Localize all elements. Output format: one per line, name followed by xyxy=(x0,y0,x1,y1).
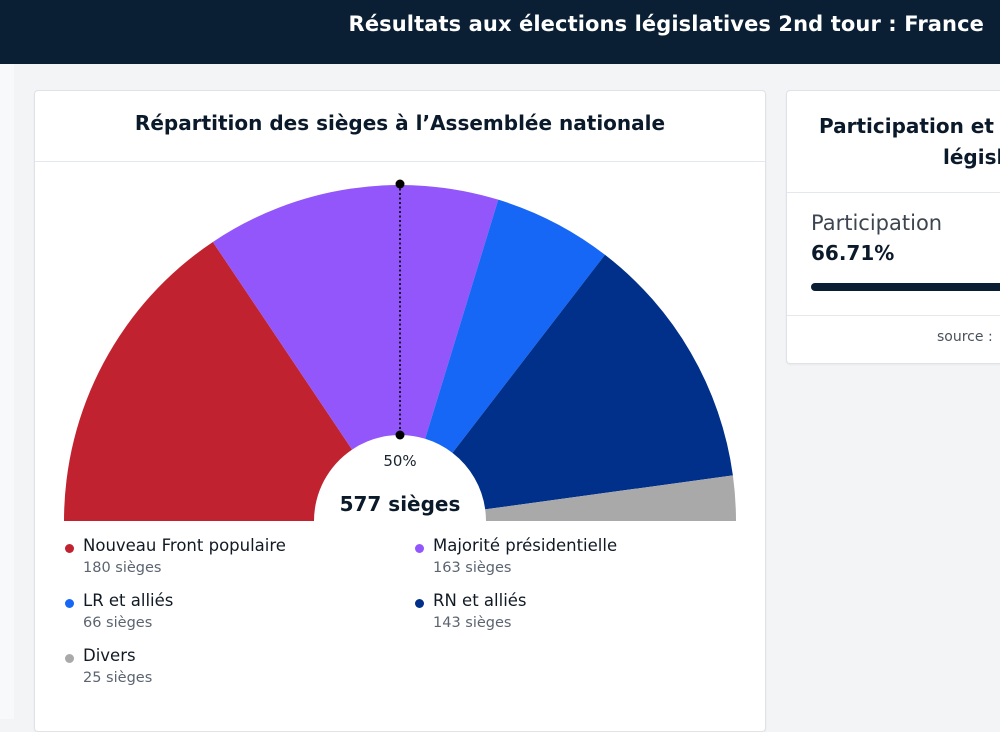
legend-name: RN et alliés xyxy=(433,591,527,610)
participation-card-divider xyxy=(787,192,1000,193)
participation-card-title: Participation et législ xyxy=(787,111,1000,173)
legend-dot xyxy=(415,544,424,553)
seat-slice-2[interactable] xyxy=(425,199,605,453)
legend-dot xyxy=(415,599,424,608)
legend-name: Majorité présidentielle xyxy=(433,536,618,555)
participation-title-line1: Participation et xyxy=(819,114,994,138)
participation-title-line2: législ xyxy=(943,145,1000,169)
total-seats-label: 577 sièges xyxy=(340,492,461,516)
majority-label: 50% xyxy=(383,452,416,470)
left-gutter xyxy=(0,64,14,719)
participation-progress-bar xyxy=(811,283,1000,291)
majority-line-top-dot xyxy=(395,179,405,189)
source-label: source : xyxy=(937,329,993,345)
participation-card: Participation et législ Participation 66… xyxy=(786,90,1000,364)
seat-slice-4[interactable] xyxy=(485,475,736,521)
legend-dot xyxy=(65,544,74,553)
legend-seats: 66 sièges xyxy=(83,615,153,631)
seat-slice-3[interactable] xyxy=(452,254,733,510)
legend-dot xyxy=(65,599,74,608)
legend-seats: 25 sièges xyxy=(83,670,153,686)
legend-dot xyxy=(65,654,74,663)
seat-hemicycle-chart: 50% 577 sièges xyxy=(64,179,736,522)
participation-value: 66.71% xyxy=(811,241,895,265)
legend-name: Nouveau Front populaire xyxy=(83,536,286,555)
majority-line-bottom-dot xyxy=(395,430,405,440)
seat-slice-0[interactable] xyxy=(64,241,353,522)
seats-card: Répartition des sièges à l’Assemblée nat… xyxy=(34,90,766,732)
seat-slice-1[interactable] xyxy=(212,185,499,450)
legend-seats: 143 sièges xyxy=(433,615,512,631)
legend-seats: 163 sièges xyxy=(433,560,512,576)
seats-card-title: Répartition des sièges à l’Assemblée nat… xyxy=(134,111,666,135)
seats-card-divider xyxy=(35,161,765,162)
page-title: Résultats aux élections législatives 2nd… xyxy=(348,12,984,36)
legend-name: LR et alliés xyxy=(83,591,174,610)
legend-seats: 180 sièges xyxy=(83,560,162,576)
legend-name: Divers xyxy=(83,646,136,665)
participation-card-divider-2 xyxy=(787,315,1000,316)
participation-label: Participation xyxy=(811,211,943,235)
header-bar: Résultats aux élections législatives 2nd… xyxy=(0,0,1000,64)
